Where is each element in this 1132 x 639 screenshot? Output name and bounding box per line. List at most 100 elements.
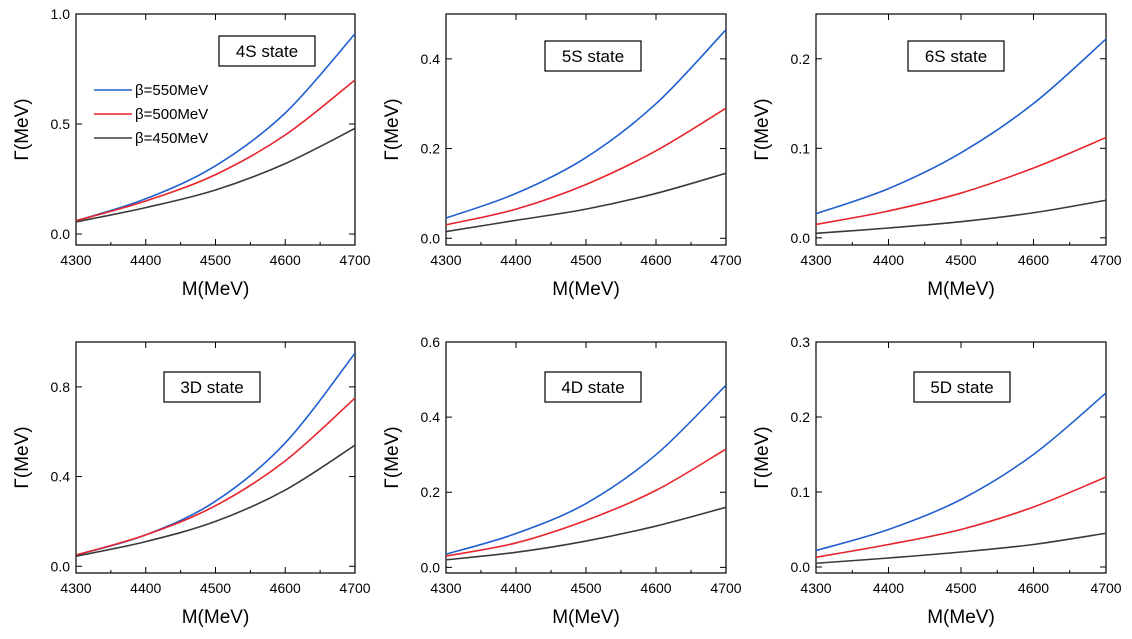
series-line-1 [76,33,355,222]
x-tick-label: 4700 [1090,252,1121,268]
y-tick-label: 0.0 [791,230,811,246]
series-line-3 [446,172,726,233]
y-tick-label: 0.5 [51,116,71,132]
series-line-3 [76,127,355,223]
series-line-2 [446,107,726,226]
series-line-3 [76,444,355,557]
x-tick-label: 4400 [130,252,161,268]
x-tick-label: 4600 [640,252,671,268]
chart-panel-5: 4300 4400 4500 4600 4700 0.0 0.2 0.4 0.6 M(MeV) Γ(… [382,334,742,628]
x-tick-label: 4500 [200,580,231,596]
chart-panel-3: 4300 4400 4500 4600 4700 0.0 0.1 0.2 M(MeV) Γ(MeV… [752,13,1122,300]
series-line-2 [446,448,726,557]
state-label-box [163,371,261,403]
x-axis-label: M(MeV) [927,279,995,300]
x-axis-label: M(MeV) [552,607,620,628]
x-tick-label: 4500 [570,580,601,596]
legend-label-3: β=450MeV [135,130,208,147]
y-axis-label: Γ(MeV) [752,426,773,488]
series-line-1 [816,392,1106,552]
x-tick-label: 4300 [430,580,461,596]
state-label: 4D state [561,378,624,397]
series-line-1 [446,29,726,219]
x-tick-label: 4300 [60,580,91,596]
state-label: 3D state [180,378,243,397]
x-tick-label: 4700 [339,580,370,596]
x-tick-label: 4300 [430,252,461,268]
x-tick-label: 4500 [570,252,601,268]
y-tick-label: 0.2 [791,51,811,67]
x-tick-label: 4500 [945,252,976,268]
y-tick-label: 0.0 [51,558,71,574]
state-label: 5S state [562,47,624,66]
y-tick-label: 0.6 [421,334,441,350]
y-axis-label: Γ(MeV) [12,426,33,488]
state-label: 6S state [925,47,987,66]
x-tick-label: 4600 [640,580,671,596]
x-axis-label: M(MeV) [182,279,250,300]
y-tick-label: 1.0 [51,6,71,22]
y-tick-label: 0.8 [51,379,71,395]
y-tick-label: 0.1 [791,484,811,500]
x-tick-label: 4300 [800,252,831,268]
y-tick-label: 0.2 [421,484,441,500]
state-label-box [907,40,1005,72]
x-tick-label: 4400 [873,580,904,596]
series-line-2 [76,79,355,222]
series-line-2 [816,136,1106,226]
chart-panel-2: 4300 4400 4500 4600 4700 0.0 0.2 0.4 M(MeV) Γ(MeV… [382,13,742,300]
x-tick-label: 4600 [270,252,301,268]
x-tick-label: 4600 [1018,580,1049,596]
state-label: 4S state [236,42,298,61]
x-tick-label: 4300 [60,252,91,268]
series-line-1 [816,38,1106,215]
chart-panel-4: 4300 4400 4500 4600 4700 0.0 0.4 0.8 M(MeV) Γ(MeV… [12,341,371,628]
state-label-box [913,371,1011,403]
series-line-3 [446,506,726,561]
x-tick-label: 4600 [270,580,301,596]
x-tick-label: 4600 [1018,252,1049,268]
y-tick-label: 0.2 [421,141,441,157]
series-line-2 [76,397,355,556]
chart-panel-1: 4300 4400 4500 4600 4700 0.0 0.5 1.0 M(MeV) Γ(MeV… [12,6,371,300]
state-label: 5D state [930,378,993,397]
series-line-2 [816,476,1106,559]
state-label-box [544,371,642,403]
y-tick-label: 0.1 [791,140,811,156]
series-line-3 [816,199,1106,235]
x-tick-label: 4700 [710,252,741,268]
y-tick-label: 0.2 [791,409,811,425]
y-tick-label: 0.4 [421,51,441,67]
x-axis-label: M(MeV) [927,607,995,628]
y-tick-label: 0.0 [51,226,71,242]
y-axis-label: Γ(MeV) [382,426,403,488]
series-line-3 [816,532,1106,565]
y-tick-label: 0.0 [421,230,441,246]
legend: β=550MeV β=500MeV β=450MeV [94,82,208,147]
x-axis-label: M(MeV) [182,607,250,628]
state-label-box [218,35,316,67]
x-tick-label: 4400 [500,252,531,268]
x-tick-label: 4300 [800,580,831,596]
x-tick-label: 4500 [945,580,976,596]
x-tick-label: 4700 [710,580,741,596]
series-line-1 [446,384,726,555]
y-tick-label: 0.4 [51,469,71,485]
state-label-box [544,40,642,72]
y-axis-label: Γ(MeV) [752,98,773,160]
y-axis-label: Γ(MeV) [382,98,403,160]
y-axis-label: Γ(MeV) [12,98,33,160]
y-tick-label: 0.4 [421,409,441,425]
legend-label-1: β=550MeV [135,82,208,99]
x-tick-label: 4400 [500,580,531,596]
x-tick-label: 4700 [1090,580,1121,596]
x-tick-label: 4400 [873,252,904,268]
x-tick-label: 4700 [339,252,370,268]
legend-label-2: β=500MeV [135,106,208,123]
x-axis-label: M(MeV) [552,279,620,300]
x-tick-label: 4500 [200,252,231,268]
chart-panel-6: 4300 4400 4500 4600 4700 0.0 0.1 0.2 0.3 M(MeV) Γ(… [752,334,1122,628]
y-tick-label: 0.0 [791,559,811,575]
y-tick-label: 0.3 [791,334,811,350]
